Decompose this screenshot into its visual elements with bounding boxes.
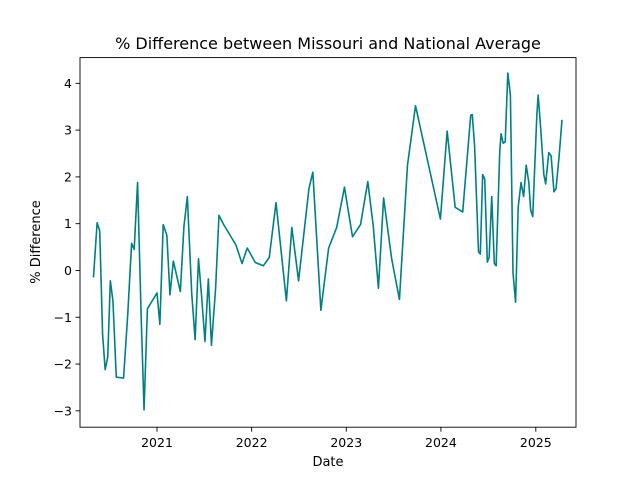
x-tick-label: 2023	[330, 435, 362, 450]
y-tick-label: 4	[64, 76, 72, 91]
y-axis-label: % Difference	[29, 200, 44, 284]
x-tick-label: 2024	[425, 435, 457, 450]
y-tick-label: 0	[64, 263, 72, 278]
series-layer	[92, 72, 563, 411]
y-tick-label: −2	[54, 357, 72, 372]
y-tick-label: 3	[64, 123, 72, 138]
plot-frame	[79, 57, 577, 428]
y-tick-label: 2	[64, 169, 72, 184]
y-tick-label: 1	[64, 216, 72, 231]
y-tick-label: −3	[54, 403, 72, 418]
x-axis-ticks: 2021 2022 2023 2024 2025	[141, 427, 552, 450]
chart-title: % Difference between Missouri and Nation…	[115, 34, 541, 53]
y-axis-ticks: −3 −2 −1 0 1 2 3 4	[54, 76, 80, 418]
x-tick-label: 2025	[520, 435, 552, 450]
x-tick-label: 2022	[236, 435, 268, 450]
y-tick-label: −1	[54, 310, 72, 325]
x-tick-label: 2021	[141, 435, 173, 450]
plot-area	[80, 57, 576, 428]
x-axis-label: Date	[312, 455, 343, 470]
series-line	[92, 72, 563, 411]
